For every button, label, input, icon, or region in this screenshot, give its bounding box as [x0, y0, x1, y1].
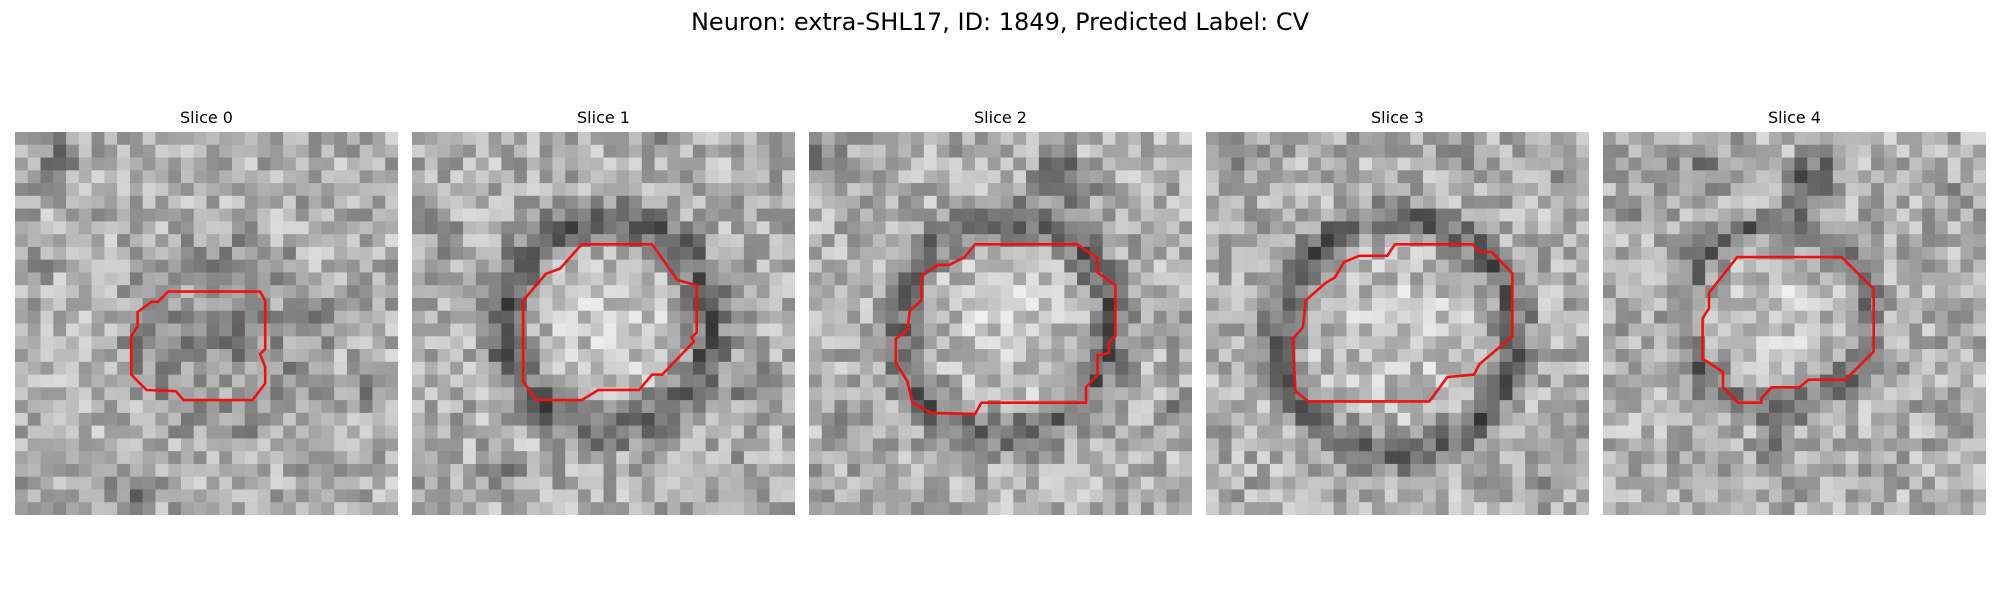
slice-panel-2: Slice 2	[809, 104, 1192, 515]
slice-title-1: Slice 1	[577, 108, 630, 127]
slice-panel-4: Slice 4	[1603, 104, 1986, 515]
figure-title: Neuron: extra-SHL17, ID: 1849, Predicted…	[690, 8, 1310, 36]
slice-image-1	[412, 132, 795, 515]
slice-panel-1: Slice 1	[412, 104, 795, 515]
slice-image-svg-4	[1603, 132, 1986, 515]
slice-image-svg-3	[1206, 132, 1589, 515]
contour-outline-1	[521, 243, 699, 402]
contour-outline-2	[894, 243, 1117, 416]
slice-title-2: Slice 2	[974, 108, 1027, 127]
slice-panel-0: Slice 0	[15, 104, 398, 515]
slice-image-svg-1	[412, 132, 795, 515]
slice-image-2	[809, 132, 1192, 515]
slice-image-svg-2	[809, 132, 1192, 515]
contour-outline-3	[1291, 243, 1514, 403]
slice-image-svg-0	[15, 132, 398, 515]
slice-image-0	[15, 132, 398, 515]
slice-title-4: Slice 4	[1768, 108, 1821, 127]
slice-title-3: Slice 3	[1371, 108, 1424, 127]
slice-image-3	[1206, 132, 1589, 515]
contour-outline-0	[129, 290, 267, 402]
slice-image-4	[1603, 132, 1986, 515]
slice-panel-3: Slice 3	[1206, 104, 1589, 515]
contour-outline-4	[1701, 255, 1876, 405]
slice-title-0: Slice 0	[180, 108, 233, 127]
